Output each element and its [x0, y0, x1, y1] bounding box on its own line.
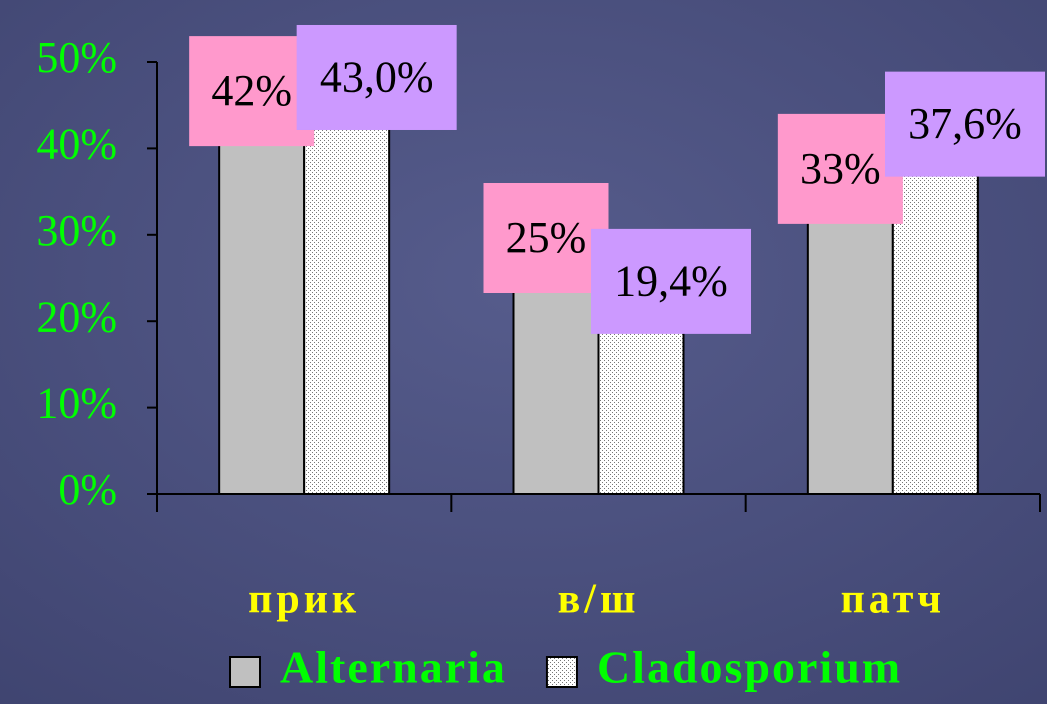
value-label-box: [777, 113, 903, 224]
value-label-box: [591, 228, 751, 334]
value-label: 33%: [800, 144, 881, 193]
value-label: 19,4%: [614, 256, 728, 305]
x-tick-label: в/ш: [558, 577, 640, 623]
value-label: 37,6%: [908, 99, 1022, 148]
value-label-box: [189, 36, 315, 147]
legend-label: Alternaria: [280, 642, 507, 693]
y-tick-label: 20%: [36, 292, 117, 341]
value-label-box: [483, 183, 609, 293]
y-tick-label: 40%: [36, 119, 117, 168]
legend-swatch: [229, 656, 261, 688]
y-tick-label: 30%: [36, 206, 117, 255]
bar: [597, 325, 685, 495]
legend-swatch: [545, 656, 578, 688]
x-tick-label: прик: [248, 577, 360, 623]
value-label: 25%: [506, 213, 587, 262]
value-label: 43,0%: [320, 53, 434, 102]
y-tick-label: 0%: [58, 465, 117, 514]
y-tick-label: 50%: [36, 33, 117, 82]
value-label: 42%: [211, 66, 292, 115]
bar: [218, 130, 306, 495]
value-label-box: [296, 24, 457, 130]
x-tick-label: патч: [841, 577, 945, 623]
value-label-box: [885, 71, 1045, 177]
bar: [303, 121, 391, 495]
bar: [512, 277, 600, 495]
y-tick-label: 10%: [36, 379, 117, 428]
bar: [891, 168, 979, 496]
legend-label: Cladosporium: [597, 642, 902, 693]
bar: [806, 207, 894, 495]
